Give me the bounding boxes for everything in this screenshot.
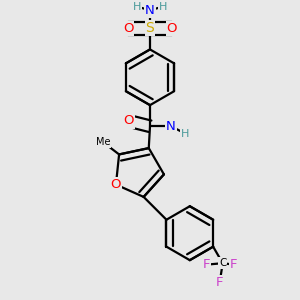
Text: H: H [181,129,189,139]
Text: F: F [216,276,224,289]
Text: Me: Me [96,137,110,147]
Text: F: F [203,258,210,271]
Text: H: H [159,2,167,12]
Text: H: H [133,2,141,12]
Text: F: F [230,258,238,271]
Text: N: N [145,4,155,17]
Text: O: O [111,178,121,191]
Text: C: C [219,258,226,268]
Text: N: N [166,120,176,133]
Text: O: O [123,22,133,35]
Text: O: O [124,115,134,128]
Text: O: O [167,22,177,35]
Text: S: S [146,21,154,35]
